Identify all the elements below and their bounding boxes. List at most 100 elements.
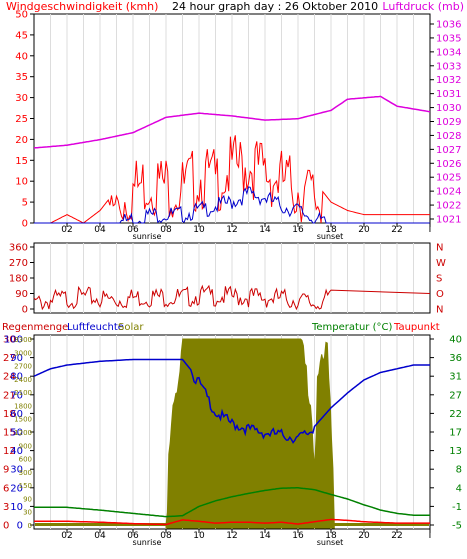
humidity-tick-label: 40 (10, 446, 23, 457)
solar-tick-label: 2100 (14, 389, 32, 397)
humidity-axis-title: Luftfeuchte (67, 322, 124, 333)
x-tick-label: 08 (160, 531, 172, 541)
rain-axis-title: Regenmenge (2, 322, 68, 333)
humidity-tick-label: 10 (10, 502, 23, 513)
temperature-y-axis: -5 -1 4 8 13 17 22 27 31 36 40 (430, 335, 462, 532)
rain-baseline (35, 523, 429, 526)
x-tick-label: I (429, 225, 432, 235)
temperature-tick-label: 36 (449, 353, 462, 364)
x-tick-label: 06 (127, 531, 139, 541)
y-tick-label: 40 (15, 51, 28, 62)
compass-label: N (436, 305, 443, 316)
humidity-y-axis: 0 03 106 209 3012401550186021702480279030100… (3, 335, 34, 532)
y-tick-label: 20 (15, 135, 28, 146)
temperature-tick-label: 22 (449, 409, 462, 420)
y-tick-label: 5 (22, 198, 28, 209)
solar-tick-label: 1500 (14, 416, 32, 424)
x-tick-label: 02 (61, 225, 72, 235)
x-tick-label: 04 (94, 225, 106, 235)
y-tick-label: 0 (22, 305, 28, 316)
solar-tick-label: 0 (28, 522, 32, 530)
humidity-tick-label: 20 (10, 483, 23, 494)
y-tick-label: 25 (15, 114, 28, 125)
wind-axis-title: Windgeschwindigkeit (kmh) (6, 0, 158, 13)
y-tick-label: 1026 (436, 159, 461, 170)
humidity-tick-label: 70 (10, 390, 23, 401)
x-tick-label: 12 (226, 225, 237, 235)
wind-direction-line (33, 284, 431, 311)
y-tick-label: 90 (15, 289, 28, 300)
solar-tick-label: 30 (23, 509, 32, 517)
y-tick-label: 35 (15, 72, 28, 83)
x-tick-label: 14 (259, 531, 271, 541)
humidity-tick-label: 50 (10, 428, 23, 439)
rain-tick-label: 3 (3, 502, 9, 513)
x-tick-label: 04 (94, 531, 106, 541)
y-tick-label: 1030 (436, 103, 461, 114)
solar-radiation-area (165, 338, 335, 529)
y-tick-label: 1022 (436, 201, 461, 212)
y-tick-label: 1034 (436, 47, 461, 58)
solar-tick-label: 3300 (14, 336, 32, 344)
temperature-tick-label: 40 (449, 335, 462, 346)
solar-tick-label: 300 (19, 469, 32, 477)
rain-tick-label: 27 (3, 353, 16, 364)
solar-axis-title: Solar (118, 322, 144, 333)
y-tick-label: 1031 (436, 89, 461, 100)
y-tick-label: 1021 (436, 215, 461, 226)
humidity-tick-label: 30 (10, 465, 23, 476)
compass-label: O (436, 289, 444, 300)
humidity-x-axis: 02 04 06 08 10 12 14 16 18 20 22 I (61, 529, 431, 541)
temperature-tick-label: -1 (452, 502, 462, 513)
x-tick-label: 12 (226, 531, 237, 541)
wind-panel-grid (50, 14, 414, 223)
temperature-tick-label: 8 (456, 465, 462, 476)
y-tick-label: 1035 (436, 33, 461, 44)
x-tick-label: 02 (61, 531, 72, 541)
temperature-tick-label: -5 (452, 521, 462, 532)
rain-tick-label: 6 (3, 483, 9, 494)
rain-tick-label: 9 (3, 465, 9, 476)
solar-tick-label: 2700 (14, 363, 32, 371)
sunrise-label-humidity: sunrise (133, 538, 162, 547)
y-tick-label: 1032 (436, 75, 461, 86)
y-tick-label: 1028 (436, 131, 461, 142)
solar-tick-label: 600 (19, 456, 32, 464)
x-tick-label: 22 (391, 225, 402, 235)
dewpoint-axis-title: Taupunkt (393, 322, 440, 333)
direction-y-axis: 0 90 180 270 360 (9, 243, 34, 316)
x-tick-label: 06 (127, 225, 139, 235)
sunset-label-wind: sunset (317, 232, 344, 241)
y-tick-label: 30 (15, 93, 28, 104)
solar-tick-label: 150 (19, 482, 32, 490)
solar-tick-label: 3000 (14, 349, 32, 357)
compass-label: N (436, 243, 443, 254)
rain-tick-label: 0 (3, 521, 9, 532)
x-tick-label: 10 (193, 225, 205, 235)
y-tick-label: 360 (9, 243, 28, 254)
sunset-label-humidity: sunset (317, 538, 344, 547)
pressure-line (33, 95, 431, 149)
rain-tick-label: 21 (3, 390, 16, 401)
solar-tick-label: 90 (23, 495, 32, 503)
x-tick-label: 10 (193, 531, 205, 541)
x-tick-label: I (429, 531, 432, 541)
x-tick-label: 14 (259, 225, 271, 235)
humidity-line (33, 358, 430, 444)
dewpoint-line (34, 518, 430, 526)
x-tick-label: 18 (325, 225, 337, 235)
solar-tick-label: 2400 (14, 376, 32, 384)
direction-panel-grid (50, 243, 414, 313)
humidity-tick-label: 90 (10, 353, 23, 364)
y-tick-label: 1027 (436, 145, 461, 156)
y-tick-label: 0 (22, 219, 28, 230)
y-tick-label: 1033 (436, 61, 461, 72)
rain-tick-label: 12 (3, 446, 16, 457)
rain-tick-label: 30 (3, 335, 16, 346)
y-tick-label: 180 (9, 274, 28, 285)
solar-tick-label: 1800 (14, 402, 32, 410)
temperature-tick-label: 27 (449, 390, 462, 401)
